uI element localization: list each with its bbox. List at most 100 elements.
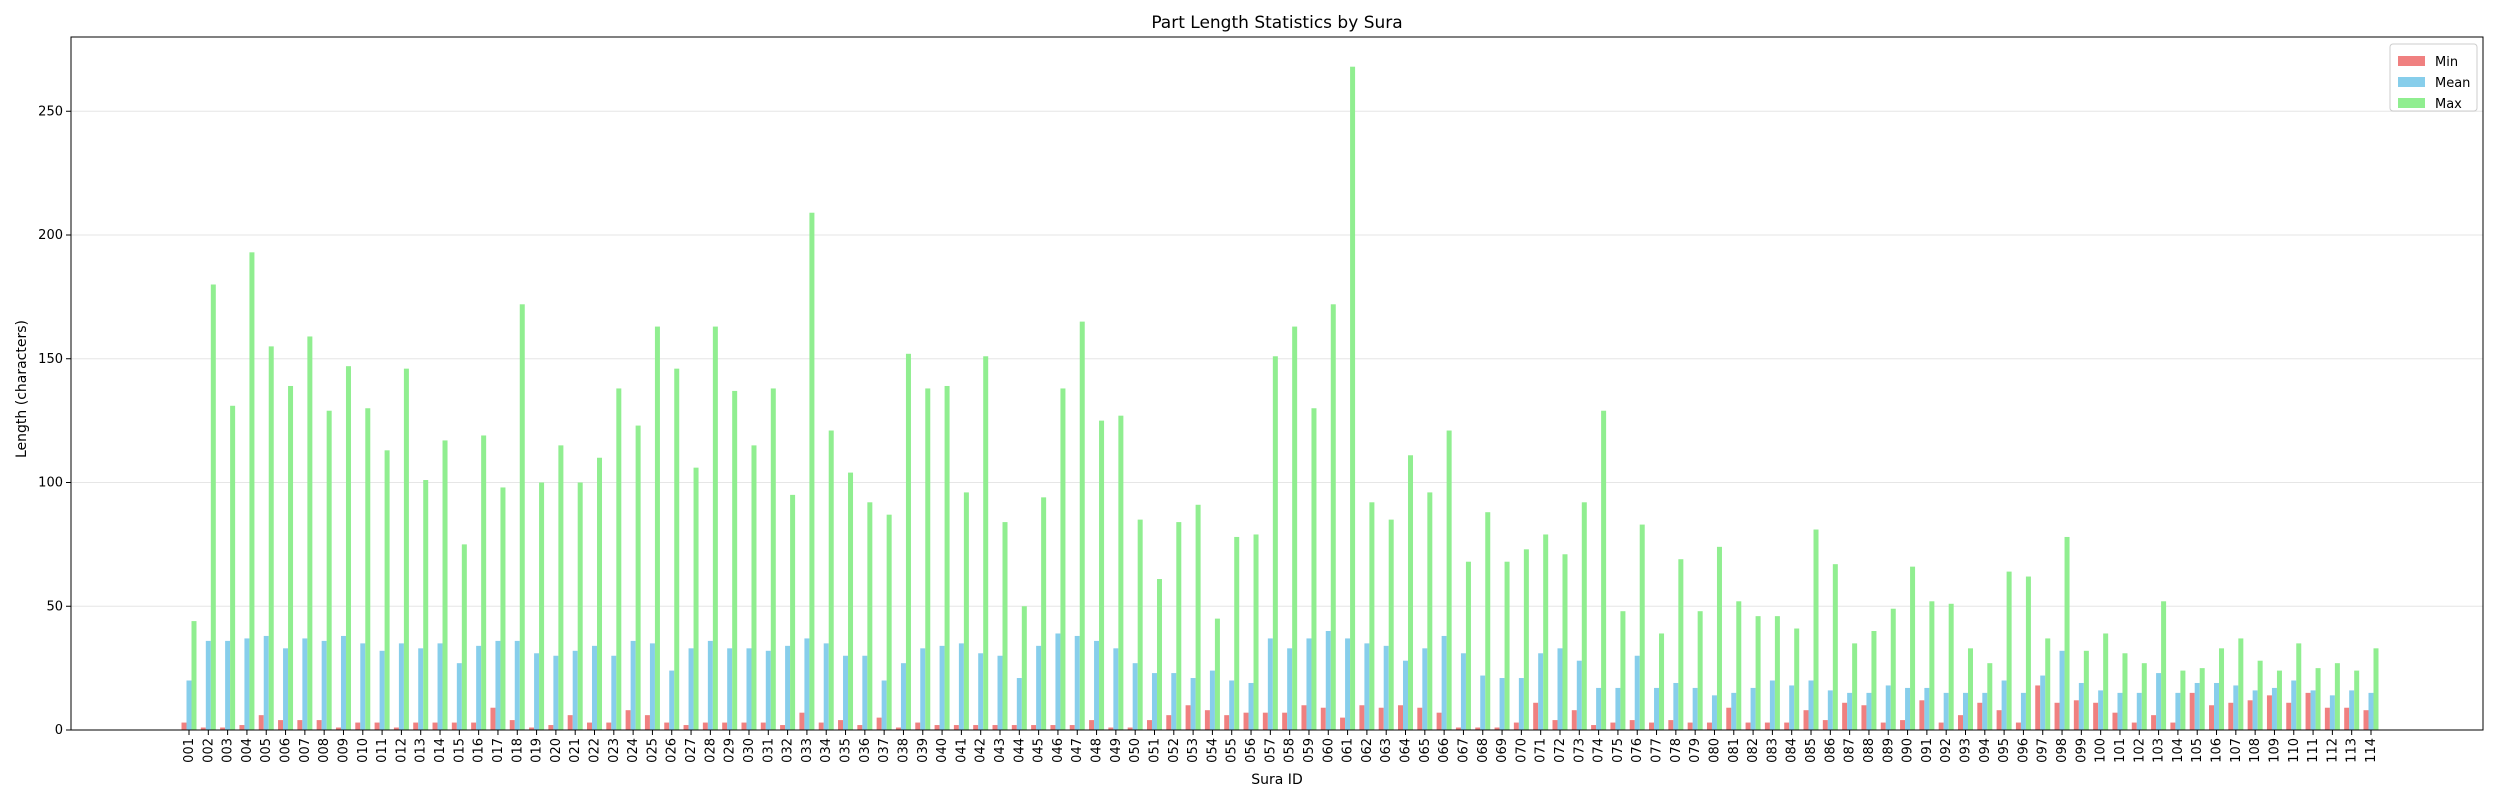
- bar-max-065: [1427, 492, 1433, 730]
- x-tick-label: 020: [549, 738, 564, 763]
- bar-max-113: [2354, 670, 2360, 730]
- bar-max-013: [423, 480, 429, 730]
- bar-max-046: [1060, 388, 1066, 730]
- x-tick-label: 021: [568, 738, 583, 763]
- bar-max-035: [848, 472, 854, 730]
- bar-min-066: [1436, 712, 1442, 730]
- bar-max-114: [2373, 648, 2379, 730]
- bar-min-045: [1031, 725, 1037, 730]
- bar-min-039: [915, 722, 921, 730]
- x-tick-label: 093: [1958, 738, 1973, 763]
- bar-min-079: [1687, 722, 1693, 730]
- x-tick-label: 012: [394, 738, 409, 763]
- bar-mean-103: [2156, 673, 2162, 730]
- bar-min-014: [432, 722, 438, 730]
- bar-min-032: [780, 725, 786, 730]
- bar-mean-033: [804, 638, 810, 730]
- legend-label-min: Min: [2435, 55, 2458, 70]
- x-tick-label: 041: [954, 738, 969, 763]
- bar-mean-078: [1673, 682, 1679, 730]
- bar-min-044: [1011, 725, 1017, 730]
- x-tick-label: 045: [1032, 738, 1047, 763]
- bar-min-020: [548, 725, 554, 730]
- x-tick-label: 046: [1051, 738, 1066, 763]
- bar-mean-023: [611, 655, 617, 730]
- x-tick-label: 056: [1244, 738, 1259, 763]
- bar-mean-032: [785, 645, 791, 730]
- bar-max-034: [828, 430, 834, 730]
- bar-mean-041: [958, 643, 964, 730]
- bar-max-078: [1678, 559, 1684, 730]
- bar-min-017: [490, 707, 496, 730]
- bar-max-054: [1214, 618, 1220, 730]
- bar-max-059: [1311, 408, 1317, 730]
- bar-min-085: [1803, 710, 1809, 730]
- x-tick-label: 063: [1379, 738, 1394, 763]
- bar-mean-011: [379, 650, 385, 730]
- bar-max-040: [944, 385, 950, 730]
- x-tick-label: 011: [375, 738, 390, 763]
- bar-min-111: [2305, 692, 2311, 730]
- x-tick-label: 013: [414, 738, 429, 763]
- bar-mean-072: [1557, 648, 1563, 730]
- bar-min-073: [1571, 710, 1577, 730]
- y-axis: 0 50 100 150 200 250: [38, 104, 71, 738]
- legend-swatch-mean: [2398, 77, 2425, 87]
- x-tick-label: 022: [588, 738, 603, 763]
- x-tick-label: 081: [1727, 738, 1742, 763]
- bar-max-028: [712, 326, 718, 730]
- bar-min-034: [818, 722, 824, 730]
- x-tick-label: 024: [626, 738, 641, 763]
- bar-mean-014: [437, 643, 443, 730]
- bar-min-001: [181, 722, 187, 730]
- bar-min-048: [1089, 720, 1095, 730]
- x-tick-label: 006: [279, 738, 294, 763]
- bar-max-056: [1253, 534, 1259, 730]
- bar-min-103: [2151, 715, 2157, 730]
- bar-max-095: [2006, 571, 2012, 730]
- x-tick-label: 053: [1186, 738, 1201, 763]
- x-tick-label: 092: [1939, 738, 1954, 763]
- bar-min-022: [587, 722, 593, 730]
- y-axis-label: Length (characters): [14, 320, 30, 458]
- bar-mean-077: [1654, 687, 1660, 730]
- x-tick-label: 106: [2210, 738, 2225, 763]
- x-tick-label: 083: [1765, 738, 1780, 763]
- x-tick-label: 073: [1572, 738, 1587, 763]
- x-tick-label: 017: [491, 738, 506, 763]
- bar-max-015: [461, 544, 467, 730]
- bar-min-112: [2324, 707, 2330, 730]
- x-tick-label: 016: [472, 738, 487, 763]
- bar-mean-006: [283, 648, 289, 730]
- bar-mean-075: [1615, 687, 1621, 730]
- bar-max-022: [597, 457, 603, 730]
- bar-min-095: [1996, 710, 2002, 730]
- bar-min-102: [2131, 722, 2137, 730]
- bar-mean-055: [1229, 680, 1235, 730]
- bar-mean-113: [2349, 690, 2355, 730]
- bar-max-047: [1079, 321, 1085, 730]
- y-tick-label: 250: [38, 104, 63, 119]
- x-tick-label: 075: [1611, 738, 1626, 763]
- bar-mean-059: [1306, 638, 1312, 730]
- bar-min-086: [1822, 720, 1828, 730]
- x-tick-label: 032: [781, 738, 796, 763]
- bar-mean-088: [1866, 692, 1872, 730]
- bar-min-072: [1552, 720, 1558, 730]
- x-tick-label: 091: [1920, 738, 1935, 763]
- bar-min-104: [2170, 722, 2176, 730]
- x-tick-label: 080: [1707, 738, 1722, 763]
- bar-mean-080: [1711, 695, 1717, 730]
- x-tick-label: 039: [916, 738, 931, 763]
- x-tick-label: 038: [896, 738, 911, 763]
- bar-max-036: [867, 502, 873, 730]
- x-axis: 001 002 003 004 005 006 007 008 009 010 011 012 013 0…: [182, 730, 2379, 763]
- bar-mean-063: [1383, 645, 1389, 730]
- bar-min-074: [1591, 725, 1597, 730]
- x-tick-label: 055: [1225, 738, 1240, 763]
- bar-min-062: [1359, 705, 1365, 730]
- bar-mean-107: [2233, 685, 2239, 730]
- bar-max-102: [2141, 663, 2147, 730]
- bar-mean-083: [1769, 680, 1775, 730]
